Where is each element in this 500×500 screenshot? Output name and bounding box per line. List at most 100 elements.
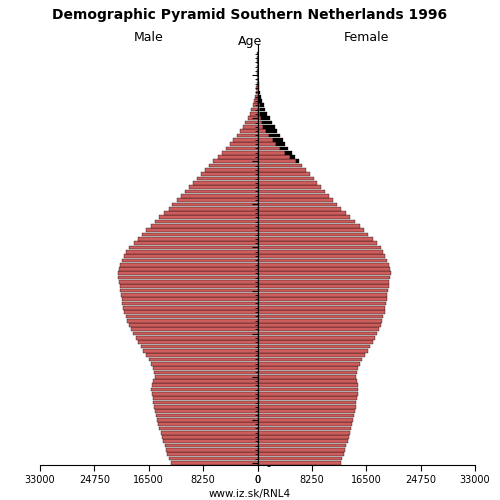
Bar bbox=[258, 164, 302, 168]
Bar bbox=[154, 400, 258, 404]
Bar bbox=[258, 426, 351, 430]
Bar bbox=[258, 194, 330, 198]
Bar bbox=[258, 186, 321, 189]
Bar bbox=[258, 344, 370, 348]
Bar bbox=[258, 319, 382, 322]
Bar bbox=[258, 99, 260, 103]
Bar bbox=[256, 82, 258, 86]
Bar bbox=[258, 172, 310, 176]
Bar bbox=[280, 146, 288, 150]
Bar bbox=[170, 461, 258, 464]
Title: Female: Female bbox=[344, 31, 389, 44]
Bar bbox=[258, 298, 386, 301]
Bar bbox=[181, 194, 258, 198]
Bar bbox=[210, 164, 258, 168]
Bar bbox=[258, 160, 296, 163]
Bar bbox=[258, 284, 388, 288]
Bar bbox=[258, 138, 272, 141]
Bar bbox=[258, 224, 360, 228]
Bar bbox=[152, 396, 258, 400]
Bar bbox=[230, 142, 258, 146]
Bar bbox=[258, 112, 260, 116]
Bar bbox=[185, 190, 258, 194]
Bar bbox=[237, 134, 258, 138]
Bar bbox=[258, 181, 317, 184]
Bar bbox=[261, 116, 270, 120]
Bar bbox=[119, 267, 258, 271]
Bar bbox=[258, 370, 357, 374]
Bar bbox=[150, 224, 258, 228]
Bar bbox=[162, 435, 258, 439]
Bar bbox=[120, 288, 258, 292]
Bar bbox=[218, 155, 258, 159]
Bar bbox=[258, 422, 352, 426]
Bar bbox=[276, 142, 285, 146]
Bar bbox=[258, 456, 342, 460]
Bar bbox=[258, 220, 355, 224]
Bar bbox=[150, 362, 258, 366]
Bar bbox=[240, 130, 258, 133]
Bar bbox=[258, 272, 390, 275]
Bar bbox=[258, 358, 362, 362]
Bar bbox=[201, 172, 258, 176]
Bar bbox=[233, 138, 258, 141]
Bar bbox=[258, 263, 388, 266]
Bar bbox=[296, 160, 299, 163]
Bar bbox=[259, 95, 261, 98]
Bar bbox=[258, 95, 259, 98]
Bar bbox=[260, 99, 262, 103]
Bar bbox=[258, 134, 270, 138]
Bar bbox=[255, 95, 258, 98]
Bar bbox=[163, 440, 258, 443]
Bar bbox=[258, 366, 358, 370]
Bar bbox=[258, 310, 384, 314]
Bar bbox=[258, 86, 260, 90]
Text: Age: Age bbox=[238, 34, 262, 48]
Bar bbox=[258, 202, 337, 206]
Bar bbox=[214, 160, 258, 163]
Bar bbox=[122, 302, 258, 306]
Bar bbox=[258, 232, 368, 236]
Bar bbox=[258, 130, 266, 133]
Bar bbox=[258, 258, 388, 262]
Bar bbox=[205, 168, 258, 172]
Bar bbox=[258, 392, 358, 396]
Bar bbox=[160, 216, 258, 219]
Bar bbox=[120, 284, 258, 288]
Bar bbox=[258, 108, 260, 112]
Bar bbox=[258, 414, 354, 418]
Bar bbox=[264, 125, 274, 128]
Bar bbox=[129, 323, 258, 327]
Bar bbox=[152, 384, 258, 387]
Bar bbox=[272, 138, 282, 141]
Bar bbox=[258, 448, 345, 452]
Bar bbox=[258, 155, 290, 159]
Bar bbox=[258, 349, 368, 352]
Bar bbox=[260, 104, 264, 107]
Bar bbox=[258, 254, 386, 258]
Bar bbox=[172, 202, 258, 206]
Bar bbox=[258, 207, 341, 210]
Bar bbox=[258, 168, 306, 172]
Bar bbox=[121, 293, 258, 296]
Bar bbox=[189, 186, 258, 189]
Bar bbox=[122, 258, 258, 262]
Bar bbox=[146, 354, 258, 357]
Bar bbox=[127, 319, 258, 322]
Bar bbox=[258, 242, 377, 245]
Bar bbox=[256, 90, 258, 94]
Bar bbox=[258, 293, 388, 296]
Text: Demographic Pyramid Southern Netherlands 1996: Demographic Pyramid Southern Netherlands… bbox=[52, 8, 448, 22]
Bar bbox=[156, 410, 258, 413]
Bar bbox=[258, 400, 356, 404]
Bar bbox=[258, 237, 373, 240]
Bar bbox=[124, 254, 258, 258]
Bar bbox=[158, 418, 258, 422]
Bar bbox=[149, 358, 258, 362]
Bar bbox=[256, 86, 258, 90]
Bar bbox=[258, 250, 384, 254]
Bar bbox=[258, 276, 390, 280]
Bar bbox=[122, 298, 258, 301]
Bar bbox=[258, 211, 346, 215]
Bar bbox=[154, 220, 258, 224]
